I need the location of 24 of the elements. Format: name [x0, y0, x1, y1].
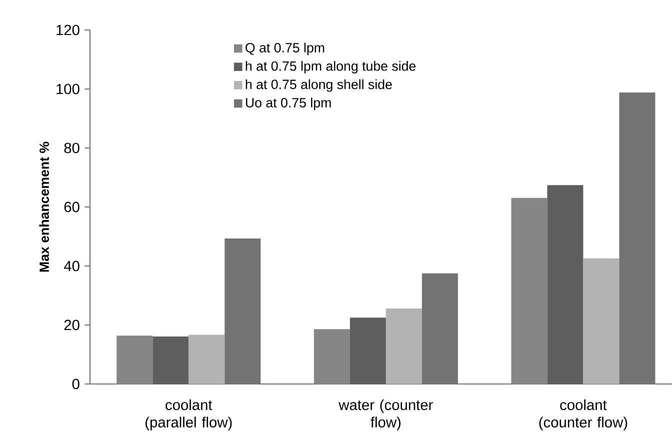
bar — [314, 329, 350, 384]
y-axis-title: Max enhancement % — [39, 142, 49, 272]
y-tick-label: 100 — [56, 84, 80, 94]
bar — [152, 336, 189, 384]
bar — [386, 308, 422, 384]
x-tick-label: water (counter flow) — [338, 399, 433, 430]
legend-label: Uo at 0.75 lpm — [246, 98, 331, 110]
y-tick-label: 0 — [72, 378, 80, 390]
legend-label: Q at 0.75 lpm — [246, 42, 324, 56]
y-tick-label: 80 — [64, 142, 80, 154]
bar — [350, 318, 386, 384]
bar — [116, 336, 153, 384]
legend-label: h at 0.75 along shell side — [246, 79, 392, 92]
bar — [188, 334, 225, 384]
legend-label: h at 0.75 lpm along tube side — [246, 61, 416, 74]
bar — [511, 198, 548, 384]
bar — [547, 185, 584, 384]
x-tick-label: coolant (counter flow) — [539, 399, 628, 430]
x-tick-label: coolant (parallel flow) — [146, 399, 232, 430]
y-tick-label: 60 — [64, 202, 80, 212]
bar — [583, 258, 620, 384]
y-tick-label: 40 — [64, 260, 80, 272]
y-tick-label: 120 — [56, 24, 80, 36]
y-tick-label: 20 — [64, 320, 80, 330]
